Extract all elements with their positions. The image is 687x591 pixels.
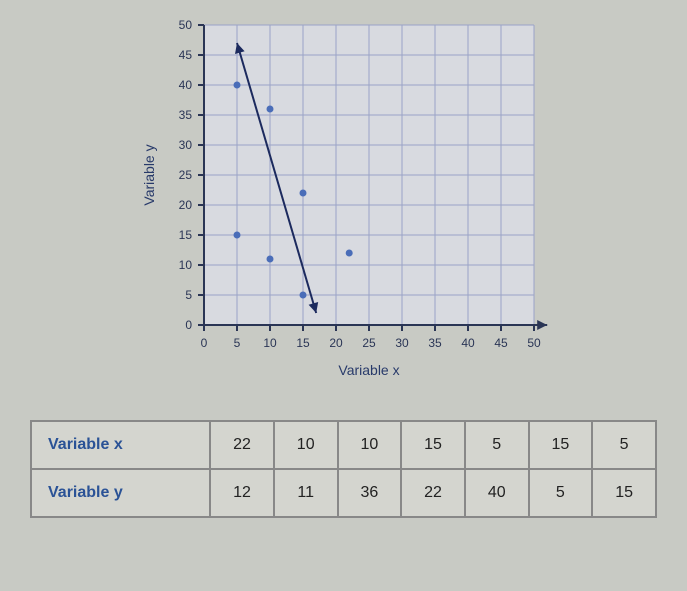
chart-container: 0 5 10 15 20 25 30 35 40 45 50 0 5 10 15 20 25 30 35 40 45 50…	[30, 15, 657, 395]
table-cell: 11	[274, 469, 338, 517]
svg-text:40: 40	[178, 78, 192, 92]
table-cell: 22	[210, 421, 274, 469]
svg-text:45: 45	[178, 48, 192, 62]
svg-text:0: 0	[185, 318, 192, 332]
scatter-chart: 0 5 10 15 20 25 30 35 40 45 50 0 5 10 15 20 25 30 35 40 45 50…	[134, 15, 554, 395]
svg-text:10: 10	[178, 258, 192, 272]
table-cell: 40	[465, 469, 529, 517]
svg-text:25: 25	[178, 168, 192, 182]
svg-text:20: 20	[178, 198, 192, 212]
svg-text:45: 45	[494, 336, 508, 350]
table-cell: 10	[338, 421, 402, 469]
table-cell: 22	[401, 469, 465, 517]
svg-text:15: 15	[296, 336, 310, 350]
svg-text:35: 35	[428, 336, 442, 350]
svg-text:0: 0	[200, 336, 207, 350]
table-row-x: Variable x 22 10 10 15 5 15 5	[31, 421, 656, 469]
row-header-x: Variable x	[31, 421, 210, 469]
table-cell: 15	[401, 421, 465, 469]
table-cell: 36	[338, 469, 402, 517]
table-cell: 15	[592, 469, 656, 517]
svg-text:20: 20	[329, 336, 343, 350]
svg-text:35: 35	[178, 108, 192, 122]
table-cell: 10	[274, 421, 338, 469]
svg-text:30: 30	[395, 336, 409, 350]
svg-text:40: 40	[461, 336, 475, 350]
table-row-y: Variable y 12 11 36 22 40 5 15	[31, 469, 656, 517]
table-cell: 5	[465, 421, 529, 469]
svg-text:50: 50	[178, 18, 192, 32]
svg-text:30: 30	[178, 138, 192, 152]
svg-text:Variable x: Variable x	[338, 362, 399, 378]
svg-text:25: 25	[362, 336, 376, 350]
svg-text:15: 15	[178, 228, 192, 242]
table-cell: 5	[592, 421, 656, 469]
svg-text:5: 5	[233, 336, 240, 350]
table-cell: 12	[210, 469, 274, 517]
data-table: Variable x 22 10 10 15 5 15 5 Variable y…	[30, 420, 657, 518]
svg-text:10: 10	[263, 336, 277, 350]
table-cell: 15	[529, 421, 593, 469]
table-cell: 5	[529, 469, 593, 517]
svg-text:Variable y: Variable y	[141, 144, 157, 205]
svg-text:50: 50	[527, 336, 541, 350]
row-header-y: Variable y	[31, 469, 210, 517]
svg-text:5: 5	[185, 288, 192, 302]
